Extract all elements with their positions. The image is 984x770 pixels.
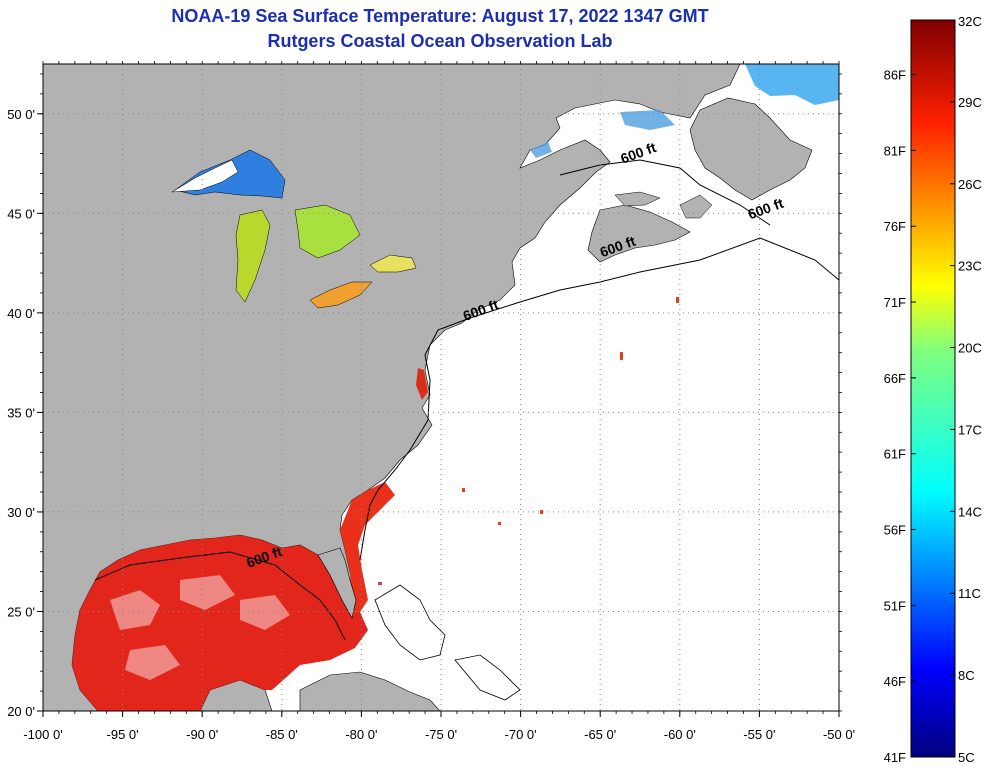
colorbar-fahrenheit-label: 76F <box>884 219 906 234</box>
colorbar-fahrenheit-label: 51F <box>884 598 906 613</box>
lake-huron <box>294 204 361 259</box>
colorbar-celsius-label: 17C <box>958 422 982 437</box>
lon-tick-label: -70 0' <box>505 727 537 742</box>
labrador-sea-sst <box>745 64 839 105</box>
longitude-labels: -100 0' -95 0' -90 0' -85 0' -80 0' -75 0' -70… <box>23 727 855 742</box>
colorbar-celsius-label: 14C <box>958 504 982 519</box>
land-newfoundland <box>689 97 813 201</box>
lon-tick-label: -75 0' <box>425 727 457 742</box>
lat-tick-label: 30 0' <box>7 505 35 520</box>
colorbar-fahrenheit-label: 56F <box>884 523 906 538</box>
land-cape-breton <box>679 194 713 219</box>
colorbar-celsius-label: 5C <box>958 750 975 765</box>
lat-tick-label: 25 0' <box>7 604 35 619</box>
lon-tick-label: -50 0' <box>823 727 855 742</box>
lat-tick-label: 35 0' <box>7 405 35 420</box>
lon-tick-label: -60 0' <box>664 727 696 742</box>
gulf-sst-region <box>72 535 368 711</box>
lake-ontario <box>369 254 417 273</box>
colorbar-fahrenheit-label: 61F <box>884 447 906 462</box>
lon-tick-label: -100 0' <box>23 727 62 742</box>
colorbar-fahrenheit-label: 41F <box>884 750 906 765</box>
land-nova-scotia <box>587 204 691 263</box>
lon-tick-label: -80 0' <box>345 727 377 742</box>
isobath-600ft-gulf <box>94 551 346 641</box>
land-cuba <box>299 671 441 711</box>
lon-tick-label: -85 0' <box>266 727 298 742</box>
st-lawrence-sst <box>530 110 675 158</box>
map-subtitle: Rutgers Coastal Ocean Observation Lab <box>267 31 613 51</box>
colorbar-fahrenheit-labels: 86F 81F 76F 71F 66F 61F 56F 51F 46F 41F <box>884 68 916 765</box>
map-title: NOAA-19 Sea Surface Temperature: August … <box>171 6 709 26</box>
bahamas-outline <box>374 584 521 701</box>
colorbar-celsius-label: 8C <box>958 668 975 683</box>
colorbar-celsius-labels: 32C 29C 26C 23C 20C 17C 14C 11C 8C 5C <box>950 14 982 765</box>
lat-tick-label: 20 0' <box>7 704 35 719</box>
colorbar-celsius-label: 20C <box>958 341 982 356</box>
colorbar-celsius-label: 26C <box>958 177 982 192</box>
lake-superior-west <box>171 159 239 193</box>
gulf-sst-speckle <box>110 575 290 680</box>
land-pei <box>614 191 661 207</box>
offshore-sst-patches <box>378 297 679 585</box>
isobath-600ft-coast <box>359 329 439 561</box>
colorbar-fahrenheit-label: 81F <box>884 143 906 158</box>
colorbar-celsius-label: 23C <box>958 259 982 274</box>
isobath-600ft <box>437 237 839 331</box>
lon-tick-label: -65 0' <box>584 727 616 742</box>
lat-tick-label: 50 0' <box>7 107 35 122</box>
chesapeake-sst <box>416 368 428 400</box>
lon-tick-label: -90 0' <box>186 727 218 742</box>
colorbar-fahrenheit-label: 71F <box>884 295 906 310</box>
lat-tick-label: 40 0' <box>7 306 35 321</box>
lake-erie <box>309 281 373 309</box>
lon-tick-label: -95 0' <box>107 727 139 742</box>
lat-tick-label: 45 0' <box>7 206 35 221</box>
gulf-stream-sst <box>340 482 395 618</box>
colorbar-celsius-label: 11C <box>958 586 981 601</box>
colorbar-fahrenheit-label: 86F <box>884 68 906 83</box>
latitude-labels: 20 0' 25 0' 30 0' 35 0' 40 0' 45 0' 50 0' <box>7 107 35 719</box>
axis-ticks <box>37 61 842 717</box>
land-florida <box>317 547 357 619</box>
colorbar-celsius-label: 29C <box>958 95 982 110</box>
colorbar-fahrenheit-label: 46F <box>884 674 906 689</box>
lake-michigan <box>235 209 271 303</box>
colorbar-celsius-label: 32C <box>958 14 982 29</box>
colorbar-fahrenheit-label: 66F <box>884 371 906 386</box>
colorbar <box>910 19 956 758</box>
lon-tick-label: -55 0' <box>743 727 775 742</box>
